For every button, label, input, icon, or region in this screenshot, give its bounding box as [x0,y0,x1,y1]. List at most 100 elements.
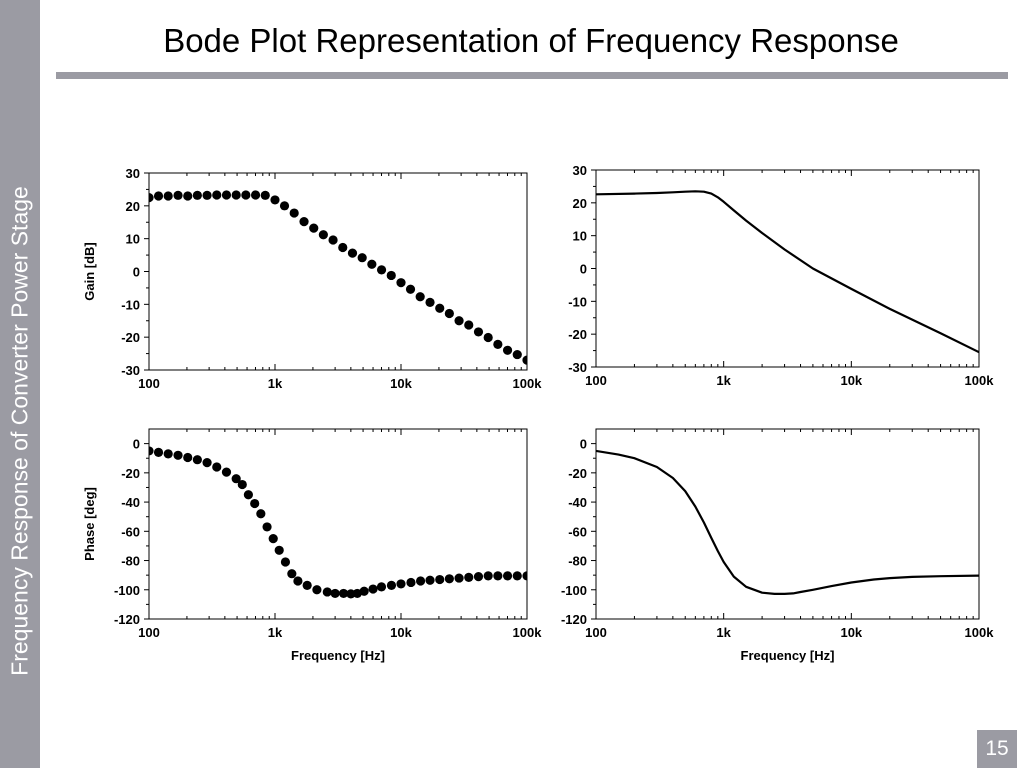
data-point [173,450,183,460]
y-tick-label: 30 [573,163,587,178]
plot-frame [595,428,980,620]
y-tick-label: -20 [568,327,587,342]
data-point [415,292,425,302]
data-point [299,216,309,227]
data-point [163,191,173,201]
data-point [473,572,484,582]
y-tick-label: -40 [568,495,587,510]
data-points [149,190,527,365]
y-axis-label: Gain [dB] [82,242,97,301]
data-point [268,534,278,544]
data-point [231,474,241,484]
data-point [202,458,212,468]
data-point [444,308,454,319]
y-tick-label: -30 [568,360,587,375]
data-point [241,190,251,200]
data-point [386,270,396,281]
x-tick-label: 100 [138,625,160,640]
y-tick-label: -10 [121,297,140,312]
plot-frame [148,172,528,371]
y-axis-label: Phase [deg] [82,487,97,561]
data-point [149,193,154,203]
y-tick-label: 0 [580,262,587,277]
data-point [256,509,266,519]
data-point [318,230,328,240]
data-point [522,355,527,365]
data-point [483,571,493,581]
y-tick-label: -40 [121,495,140,510]
data-point [359,586,369,596]
y-tick-label: 0 [580,437,587,452]
x-tick-label: 100k [965,625,995,640]
data-point [149,446,154,456]
side-band [0,0,40,768]
data-point [260,190,270,200]
data-point [347,248,358,258]
data-point [192,455,202,465]
x-tick-label: 1k [268,376,283,391]
x-tick-label: 100 [585,625,607,640]
data-point [338,242,348,253]
data-point [221,467,232,477]
x-tick-label: 1k [716,373,731,388]
data-point [454,316,464,326]
data-point [396,278,406,288]
data-point [386,580,397,590]
data-point [376,265,387,275]
y-tick-label: -30 [121,363,140,378]
x-tick-label: 10k [390,376,412,391]
phase-theory-chart: 100 1k 10k 100k 0 -20 -40 -60 -80 -100 -120 Frequen… [561,428,995,663]
data-point [262,522,272,532]
data-point [376,582,387,592]
page-number: 15 [977,730,1017,768]
plot-frame [148,428,528,620]
y-tick-label: -80 [568,554,587,569]
data-point [368,584,378,594]
data-point [221,190,232,200]
y-tick-label: 0 [133,265,140,280]
data-point [464,320,474,330]
data-point [289,208,299,218]
data-point [406,577,416,588]
data-point [153,447,164,457]
data-point [237,479,247,490]
x-tick-label: 100k [513,376,543,391]
data-point [270,195,280,205]
y-tick-label: 10 [573,229,587,244]
data-point [322,587,332,597]
data-point [435,303,445,313]
title-rule [56,72,1008,79]
data-point [473,327,484,337]
x-tick-label: 100 [138,376,160,391]
x-axis-label: Frequency [Hz] [741,648,835,663]
data-point [287,569,297,579]
data-point [153,191,164,201]
x-tick-label: 100k [513,625,543,640]
data-point [483,332,493,343]
data-point [312,585,322,595]
y-tick-label: -10 [568,294,587,309]
data-point [425,575,435,585]
data-point [512,349,522,360]
data-point [183,191,193,201]
y-tick-label: -60 [121,524,140,539]
y-tick-label: -60 [568,524,587,539]
data-point [293,576,303,586]
x-tick-label: 10k [390,625,412,640]
data-point [192,190,202,200]
x-tick-label: 100 [585,373,607,388]
y-tick-label: -120 [561,612,587,627]
data-point [493,339,503,349]
data-point [522,571,527,581]
y-tick-label: -100 [114,583,140,598]
data-point [493,571,503,581]
y-tick-label: -20 [568,466,587,481]
slide-title: Bode Plot Representation of Frequency Re… [163,22,899,59]
data-point [367,259,377,269]
data-point [183,452,193,463]
data-point [425,297,435,307]
y-tick-label: -20 [121,466,140,481]
